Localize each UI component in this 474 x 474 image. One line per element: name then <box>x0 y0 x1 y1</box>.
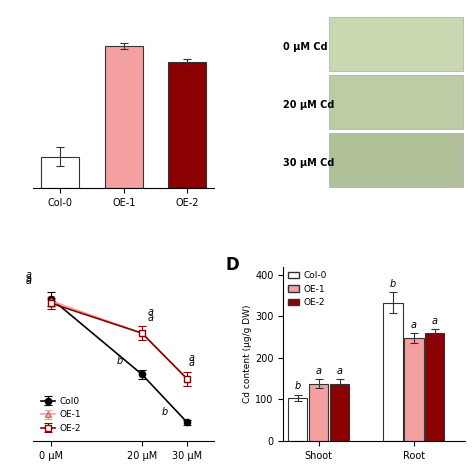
Text: D: D <box>225 256 239 274</box>
Bar <box>41 157 80 188</box>
Bar <box>328 17 463 71</box>
Text: 30 μM Cd: 30 μM Cd <box>283 158 335 168</box>
Bar <box>168 62 206 188</box>
Text: a: a <box>148 307 154 317</box>
Bar <box>288 398 307 441</box>
Text: a: a <box>26 276 32 286</box>
Y-axis label: Cd content (μg/g DW): Cd content (μg/g DW) <box>243 304 252 403</box>
Text: b: b <box>294 382 301 392</box>
Bar <box>328 133 463 187</box>
Text: a: a <box>26 273 32 283</box>
Bar <box>330 384 349 441</box>
Bar <box>105 46 143 188</box>
Text: a: a <box>26 270 32 280</box>
Legend: Col0, OE-1, OE-2: Col0, OE-1, OE-2 <box>38 393 84 436</box>
Text: a: a <box>316 366 321 376</box>
Bar <box>328 75 463 129</box>
Legend: Col-0, OE-1, OE-2: Col-0, OE-1, OE-2 <box>288 271 327 307</box>
Bar <box>425 333 445 441</box>
Text: a: a <box>148 312 154 323</box>
Text: b: b <box>162 407 168 417</box>
Text: a: a <box>337 366 343 376</box>
Bar <box>309 383 328 441</box>
Bar <box>404 338 423 441</box>
Text: a: a <box>189 353 195 363</box>
Text: a: a <box>411 320 417 330</box>
Bar <box>383 303 402 441</box>
Text: 20 μM Cd: 20 μM Cd <box>283 100 335 110</box>
Text: a: a <box>432 316 438 326</box>
Text: 0 μM Cd: 0 μM Cd <box>283 42 328 52</box>
Text: a: a <box>189 358 195 368</box>
Text: b: b <box>116 356 122 366</box>
Text: b: b <box>390 279 396 289</box>
